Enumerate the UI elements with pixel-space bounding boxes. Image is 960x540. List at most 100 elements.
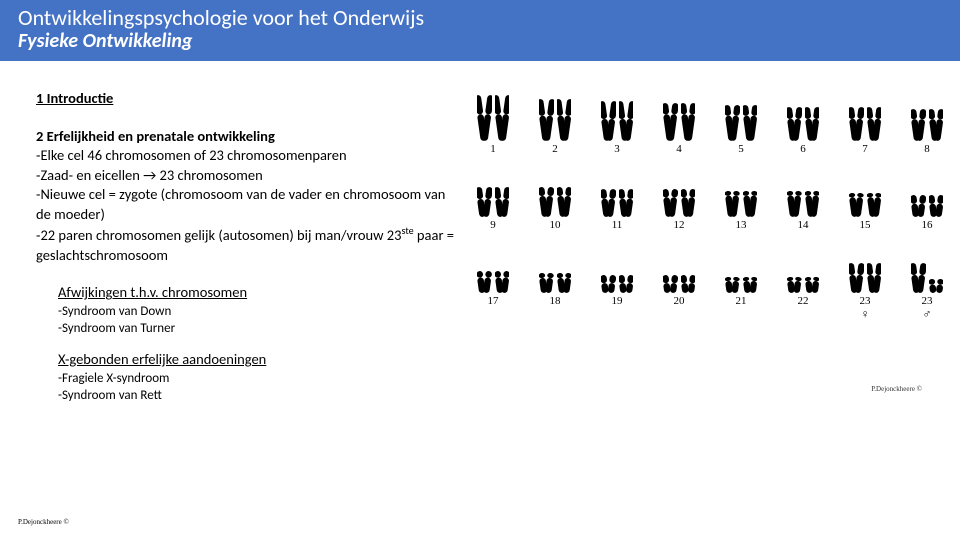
chromosome-number: 23♂ xyxy=(902,295,952,322)
section-2: 2 Erfelijkheid en prenatale ontwikkeling… xyxy=(36,127,456,266)
chromosome-number: 3 xyxy=(592,143,642,155)
chromosome-number: 5 xyxy=(716,143,766,155)
chromosome-cell: 23♀ xyxy=(840,245,890,322)
chromosome-cell: 8 xyxy=(902,93,952,155)
chromosome-number: 7 xyxy=(840,143,890,155)
chromosome-pair xyxy=(840,245,890,293)
chromosome-cell: 15 xyxy=(840,169,890,231)
chromosome-pair xyxy=(840,93,890,141)
subsection-line: -Syndroom van Down xyxy=(58,303,456,321)
chromosome-cell: 10 xyxy=(530,169,580,231)
chromosome-pair xyxy=(530,245,580,293)
chromosome-number: 1 xyxy=(468,143,518,155)
chromosome-number: 20 xyxy=(654,295,704,307)
chromosome-number: 8 xyxy=(902,143,952,155)
chromosome-pair xyxy=(654,169,704,217)
chromosome-pair xyxy=(902,245,952,293)
karyotype-row: 17 18 xyxy=(468,245,952,322)
chromosome-pair xyxy=(716,245,766,293)
chromosome-cell: 1 xyxy=(468,93,518,155)
chromosome-number: 6 xyxy=(778,143,828,155)
chromosome-cell: 16 xyxy=(902,169,952,231)
chromosome-cell: 14 xyxy=(778,169,828,231)
section-1-heading: 1 Introductie xyxy=(36,89,456,109)
subsection-heading: X-gebonden erfelijke aandoeningen xyxy=(58,350,456,370)
subsection-line: -Fragiele X-syndroom xyxy=(58,370,456,388)
subsection-line: -Syndroom van Rett xyxy=(58,387,456,405)
chromosome-pair xyxy=(902,169,952,217)
chromosome-number: 4 xyxy=(654,143,704,155)
text-column: 1 Introductie 2 Erfelijkheid en prenatal… xyxy=(36,89,456,405)
chromosome-pair xyxy=(468,169,518,217)
subsection-line: -Syndroom van Turner xyxy=(58,320,456,338)
chromosome-number: 9 xyxy=(468,219,518,231)
chromosome-cell: 20 xyxy=(654,245,704,322)
chromosome-cell: 4 xyxy=(654,93,704,155)
chromosome-pair xyxy=(654,93,704,141)
chromosome-cell: 17 xyxy=(468,245,518,322)
chromosome-number: 21 xyxy=(716,295,766,307)
chromosome-number: 14 xyxy=(778,219,828,231)
chromosome-number: 2 xyxy=(530,143,580,155)
chromosome-cell: 3 xyxy=(592,93,642,155)
chromosome-number: 17 xyxy=(468,295,518,307)
chromosome-pair xyxy=(530,169,580,217)
chromosome-pair xyxy=(592,245,642,293)
chromosome-number: 22 xyxy=(778,295,828,307)
chromosome-number: 11 xyxy=(592,219,642,231)
chromosome-cell: 5 xyxy=(716,93,766,155)
chromosome-pair xyxy=(592,169,642,217)
chromosome-pair xyxy=(778,169,828,217)
subsection-xgebonden: X-gebonden erfelijke aandoeningen -Fragi… xyxy=(58,350,456,405)
chromosome-pair xyxy=(716,93,766,141)
figure-copyright: P.Dejonckheere © xyxy=(871,385,922,393)
chromosome-number: 19 xyxy=(592,295,642,307)
superscript: ste xyxy=(401,224,413,237)
chromosome-cell: 22 xyxy=(778,245,828,322)
chromosome-cell: 19 xyxy=(592,245,642,322)
chromosome-number: 23♀ xyxy=(840,295,890,322)
chromosome-pair xyxy=(530,93,580,141)
chromosome-cell: 12 xyxy=(654,169,704,231)
header-bar: Ontwikkelingspsychologie voor het Onderw… xyxy=(0,0,960,61)
chromosome-cell: 6 xyxy=(778,93,828,155)
chromosome-number: 13 xyxy=(716,219,766,231)
section-2-line: -Zaad- en eicellen → 23 chromosomen xyxy=(36,166,456,186)
chromosome-number: 10 xyxy=(530,219,580,231)
chromosome-pair xyxy=(778,245,828,293)
chromosome-cell: 18 xyxy=(530,245,580,322)
subsection-heading: Afwijkingen t.h.v. chromosomen xyxy=(58,283,456,303)
chromosome-number: 18 xyxy=(530,295,580,307)
chromosome-cell: 2 xyxy=(530,93,580,155)
page-title: Ontwikkelingspsychologie voor het Onderw… xyxy=(18,4,942,31)
chromosome-number: 16 xyxy=(902,219,952,231)
chromosome-cell: 13 xyxy=(716,169,766,231)
chromosome-number: 12 xyxy=(654,219,704,231)
chromosome-pair xyxy=(468,93,518,141)
subsection-afwijkingen: Afwijkingen t.h.v. chromosomen -Syndroom… xyxy=(58,283,456,338)
chromosome-pair xyxy=(716,169,766,217)
section-2-line: -Elke cel 46 chromosomen of 23 chromosom… xyxy=(36,146,456,166)
karyotype-row: 9 10 xyxy=(468,169,952,231)
chromosome-pair xyxy=(592,93,642,141)
section-2-line: -Nieuwe cel = zygote (chromosoom van de … xyxy=(36,185,456,224)
chromosome-pair xyxy=(778,93,828,141)
content-area: 1 Introductie 2 Erfelijkheid en prenatal… xyxy=(0,61,960,405)
text-fragment: -22 paren chromosomen gelijk (autosomen)… xyxy=(36,226,401,244)
footer-copyright: P.Dejonckheere © xyxy=(18,518,69,526)
karyotype-row: 1 2 xyxy=(468,93,952,155)
section-2-line: -22 paren chromosomen gelijk (autosomen)… xyxy=(36,224,456,265)
chromosome-pair xyxy=(468,245,518,293)
chromosome-cell: 21 xyxy=(716,245,766,322)
page-subtitle: Fysieke Ontwikkeling xyxy=(18,29,942,53)
chromosome-number: 15 xyxy=(840,219,890,231)
chromosome-pair xyxy=(840,169,890,217)
karyotype-figure: 1 2 xyxy=(468,89,952,405)
section-2-heading: 2 Erfelijkheid en prenatale ontwikkeling xyxy=(36,127,456,147)
chromosome-cell: 23♂ xyxy=(902,245,952,322)
chromosome-cell: 9 xyxy=(468,169,518,231)
chromosome-cell: 7 xyxy=(840,93,890,155)
chromosome-pair xyxy=(654,245,704,293)
chromosome-pair xyxy=(902,93,952,141)
chromosome-cell: 11 xyxy=(592,169,642,231)
